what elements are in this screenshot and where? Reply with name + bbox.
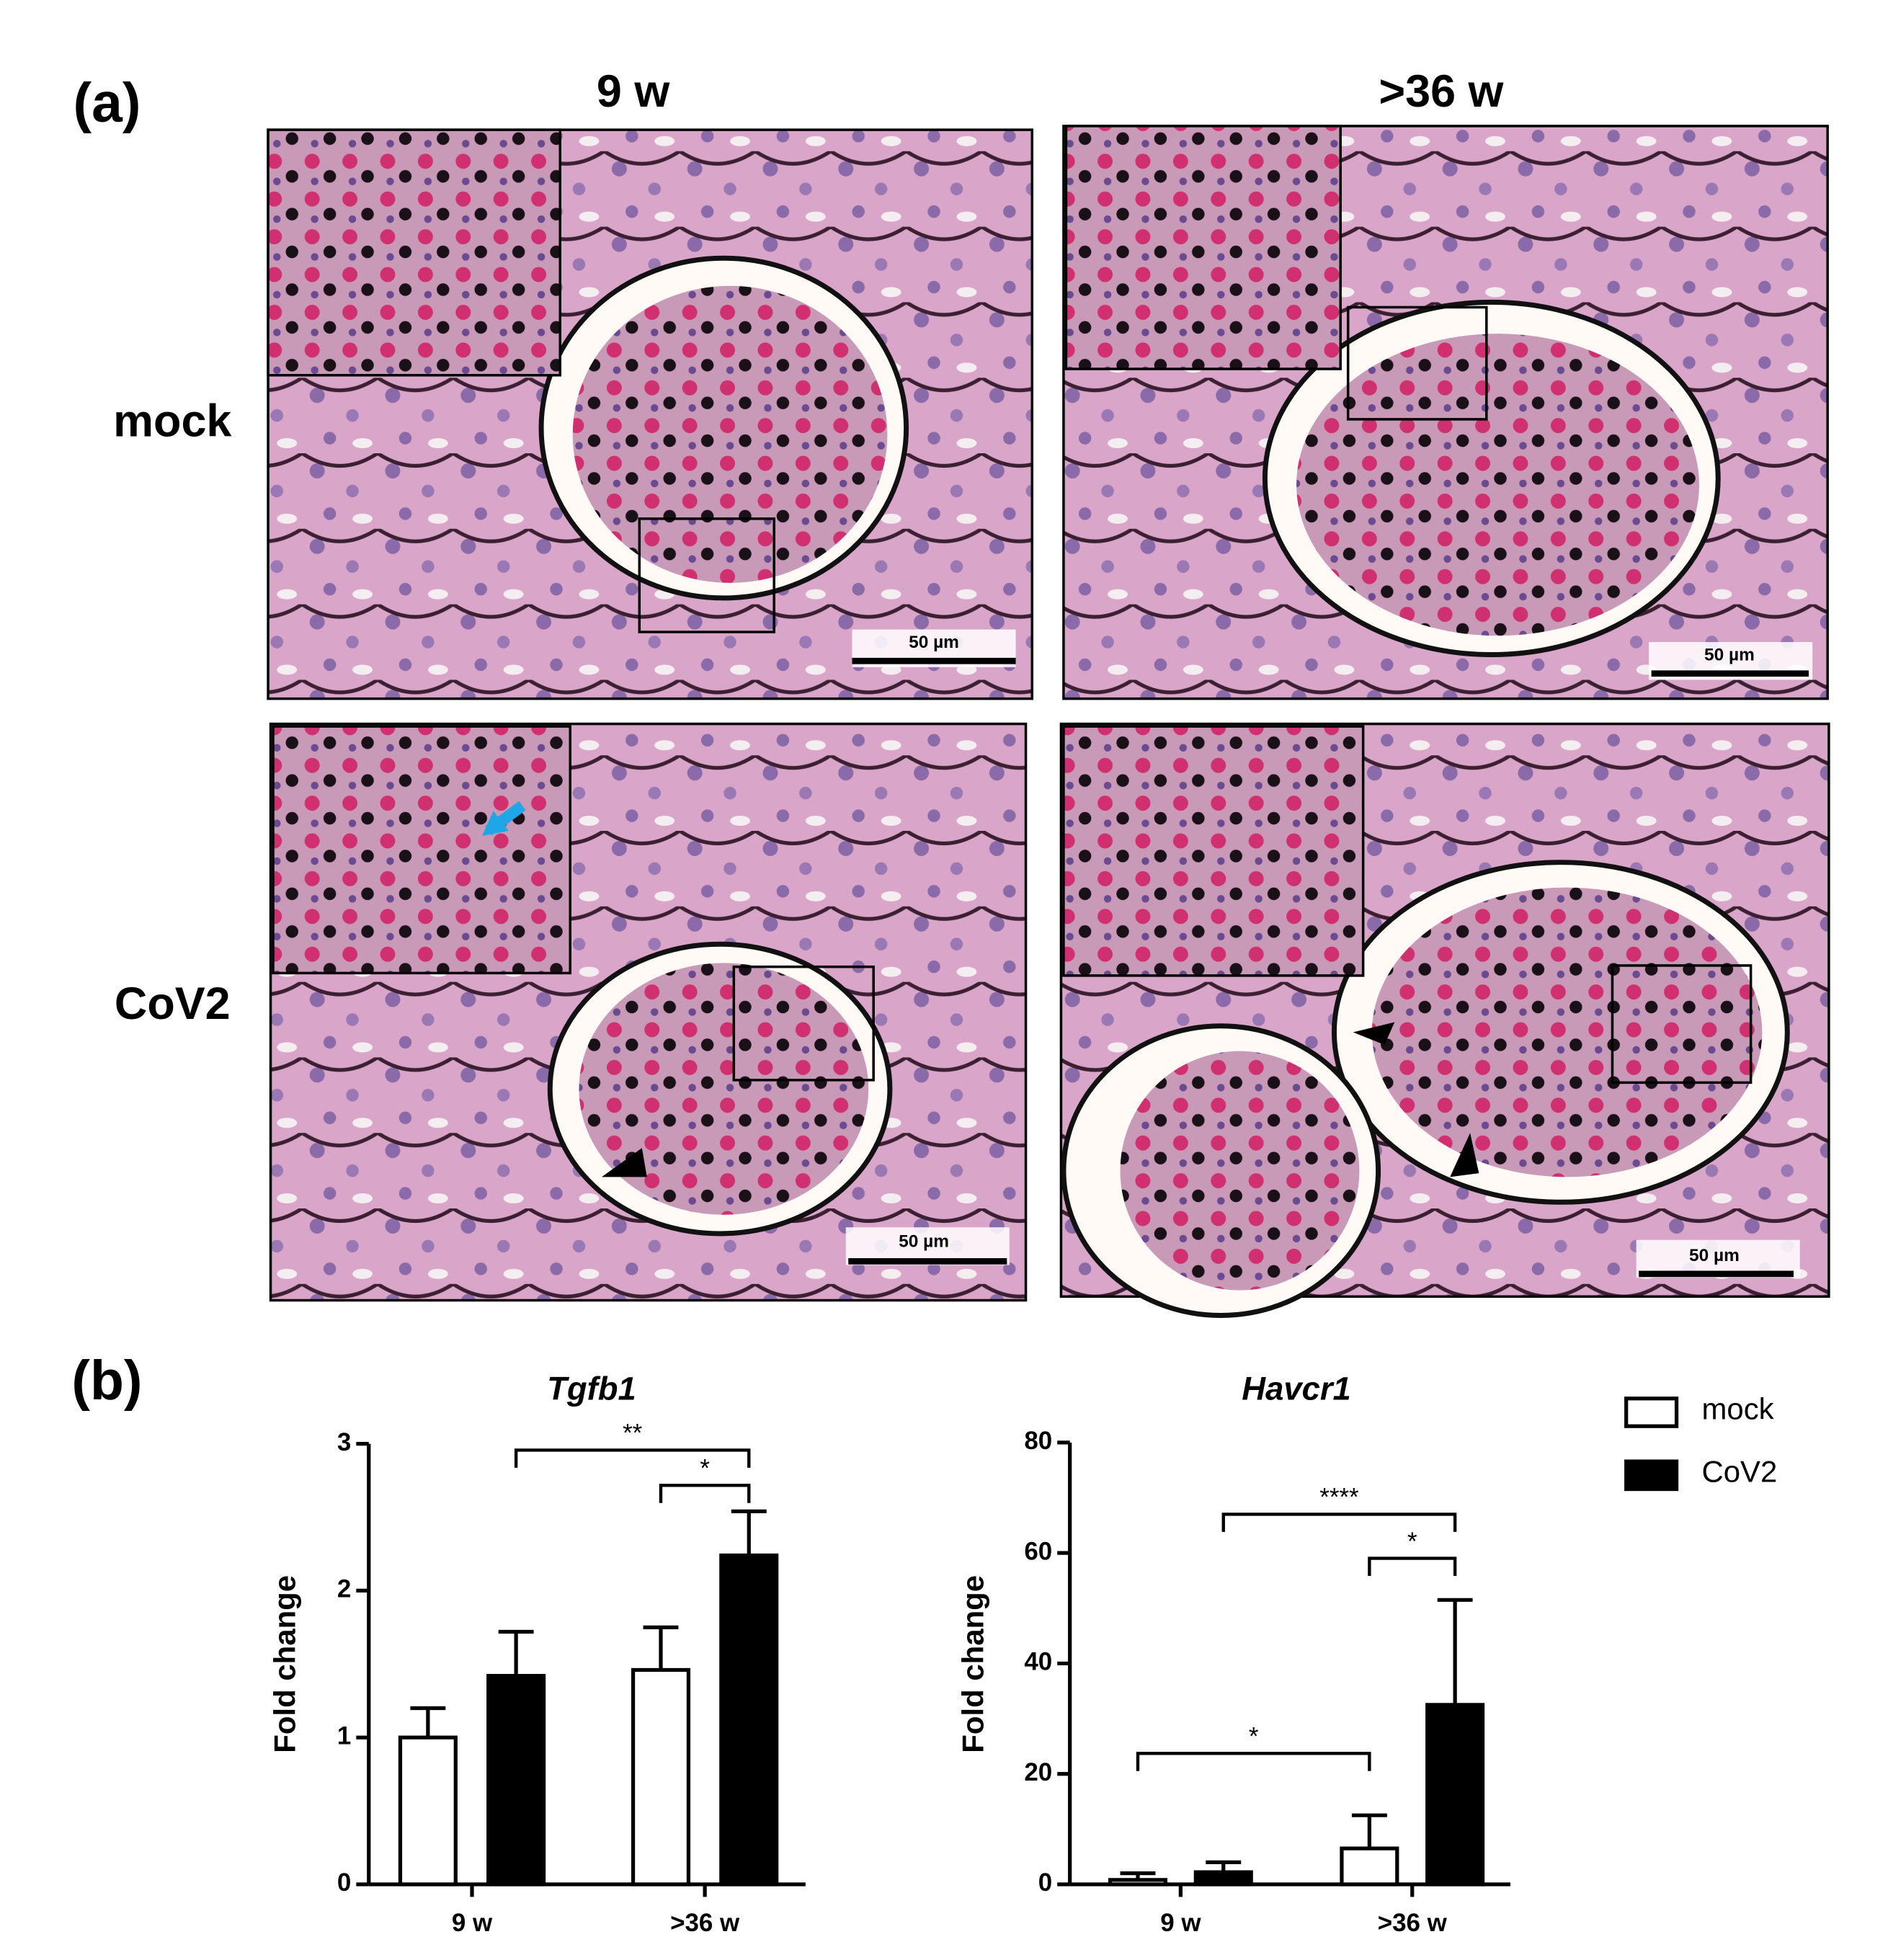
y-tick-label: 20 xyxy=(1024,1758,1052,1786)
y-tick-label: 3 xyxy=(337,1428,351,1456)
micrograph: 50 µm xyxy=(269,722,1028,1302)
y-tick-label: 40 xyxy=(1024,1648,1052,1676)
bar xyxy=(1340,1846,1399,1886)
significance-label: ** xyxy=(623,1420,643,1448)
y-tick-label: 80 xyxy=(1024,1427,1052,1455)
scale-bar-label: 50 µm xyxy=(909,633,959,652)
micrographs: 50 µm 50 µm 50 µm xyxy=(267,125,1830,1318)
x-tick-label: 9 w xyxy=(452,1909,493,1937)
y-axis-label: Fold change xyxy=(956,1575,990,1753)
x-tick-label: >36 w xyxy=(670,1909,740,1937)
y-axis-label: Fold change xyxy=(267,1575,301,1753)
y-tick-label: 60 xyxy=(1024,1537,1052,1565)
bar xyxy=(1108,1878,1168,1886)
micrograph: 50 µm xyxy=(267,128,1034,700)
legend-swatch xyxy=(1624,1459,1679,1492)
significance-label: * xyxy=(700,1455,710,1483)
scale-bar-label: 50 µm xyxy=(1704,646,1755,665)
row-label: CoV2 xyxy=(115,979,231,1029)
panel-label: (a) xyxy=(74,72,141,134)
bar xyxy=(719,1553,779,1886)
scale-bar-label: 50 µm xyxy=(899,1232,949,1252)
x-tick-label: >36 w xyxy=(1378,1909,1448,1937)
y-tick-label: 2 xyxy=(337,1575,351,1603)
column-header: >36 w xyxy=(1379,66,1504,117)
significance-label: * xyxy=(1249,1723,1259,1751)
bar xyxy=(398,1735,458,1886)
significance-bracket xyxy=(659,1484,751,1503)
chart-title: Havcr1 xyxy=(1242,1370,1350,1407)
micrograph: 50 µm xyxy=(1062,125,1829,700)
scale-bar-label: 50 µm xyxy=(1689,1246,1740,1265)
y-tick-label: 0 xyxy=(1038,1868,1052,1897)
significance-label: **** xyxy=(1319,1484,1359,1512)
x-tick-label: 9 w xyxy=(1160,1909,1201,1937)
significance-label: * xyxy=(1407,1528,1417,1556)
y-tick-label: 0 xyxy=(337,1868,351,1897)
column-header: 9 w xyxy=(597,66,670,117)
legend-label: mock xyxy=(1701,1391,1774,1425)
bar xyxy=(1193,1870,1253,1886)
significance-bracket xyxy=(514,1448,751,1468)
legend-label: CoV2 xyxy=(1701,1455,1777,1489)
bar xyxy=(631,1667,691,1886)
panel-label: (b) xyxy=(71,1350,142,1412)
micrograph: 50 µm xyxy=(1059,722,1830,1318)
bar xyxy=(1425,1703,1485,1886)
row-label: mock xyxy=(113,396,232,446)
significance-bracket xyxy=(1221,1513,1457,1532)
chart-title: Tgfb1 xyxy=(547,1370,636,1407)
legend-swatch xyxy=(1624,1396,1679,1428)
bar xyxy=(486,1673,546,1886)
significance-bracket xyxy=(1368,1556,1457,1577)
significance-bracket xyxy=(1136,1752,1371,1771)
y-tick-label: 1 xyxy=(337,1721,351,1750)
